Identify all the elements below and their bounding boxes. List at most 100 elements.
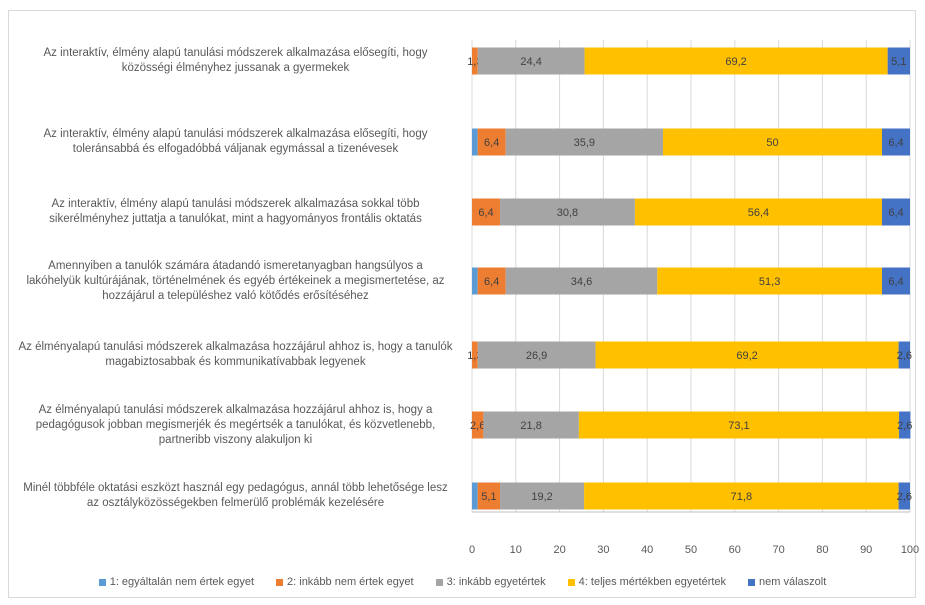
bar-segment — [472, 198, 501, 226]
x-tick-label: 90 — [860, 544, 872, 556]
category-label-line: partneribb viszony alakuljon ki — [158, 433, 313, 446]
bar-segment — [477, 341, 596, 369]
category-label-line: sikerélményhez juttatja a tanulókat, min… — [49, 213, 422, 225]
category-label: Az interaktív, élmény alapú tanulási mód… — [8, 46, 463, 76]
category-label: Minél többféle oktatási eszközt használ … — [8, 481, 463, 511]
x-tick-label: 10 — [510, 544, 522, 556]
data-label: 71,8 — [731, 491, 752, 503]
data-label: 2,6 — [897, 420, 912, 432]
bar-segment — [500, 482, 585, 510]
chart-legend: 1: egyáltalán nem értek egyet 2: inkább n… — [0, 576, 925, 588]
x-tick-label: 40 — [641, 544, 653, 556]
bar-segment — [881, 128, 910, 156]
data-label: 6,4 — [888, 207, 903, 219]
data-label: 21,8 — [520, 420, 541, 432]
bar-segment — [505, 267, 658, 295]
bar-segment — [483, 411, 579, 439]
legend-swatch — [98, 578, 106, 586]
data-label: 50 — [766, 137, 778, 149]
bar-segment — [595, 341, 899, 369]
category-label-line: közösségi élményhez jussanak a gyermekek — [121, 62, 350, 74]
bar-segment — [472, 411, 484, 439]
data-label: 56,4 — [748, 207, 769, 219]
bar-segment — [472, 341, 478, 369]
category-label: Az interaktív, élmény alapú tanulási mód… — [8, 127, 463, 157]
data-label: 35,9 — [574, 137, 595, 149]
data-label: 6,4 — [888, 137, 903, 149]
data-label: 6,4 — [484, 276, 499, 288]
bar-segment — [584, 482, 899, 510]
data-label: 5,1 — [481, 491, 496, 503]
data-label: 69,2 — [725, 56, 746, 68]
x-tick-label: 60 — [729, 544, 741, 556]
bar-segment — [500, 198, 635, 226]
bar-segment — [477, 47, 585, 75]
category-label: Az élményalapú tanulási módszerek alkalm… — [8, 403, 463, 448]
category-label-line: lakóhelyük kultúrájának, történelmének é… — [26, 274, 445, 287]
category-label-line: magabiztosabbak és kommunikatívabbak leg… — [105, 356, 366, 368]
legend-label: 3: inkább egyetértek — [446, 576, 546, 588]
data-label: 6,4 — [888, 276, 903, 288]
bar-segment — [899, 411, 911, 439]
data-label: 19,2 — [531, 491, 552, 503]
bar-segment — [477, 128, 506, 156]
legend-swatch — [567, 578, 575, 586]
category-label-line: Minél többféle oktatási eszközt használ … — [23, 482, 448, 494]
x-tick-label: 30 — [597, 544, 609, 556]
category-label-line: Az interaktív, élmény alapú tanulási mód… — [43, 47, 428, 59]
bar-segment — [578, 411, 900, 439]
bar-segment — [505, 128, 663, 156]
x-tick-label: 80 — [816, 544, 828, 556]
data-label: 2,6 — [897, 350, 912, 362]
legend-item: 4: teljes mértékben egyetértek — [567, 576, 727, 588]
bar-segment — [477, 267, 506, 295]
data-label: 73,1 — [728, 420, 749, 432]
bar-segment — [657, 267, 882, 295]
category-label: Az interaktív, élmény alapú tanulási mód… — [8, 197, 463, 227]
legend-label: 4: teljes mértékben egyetértek — [578, 576, 727, 588]
bar-segment — [472, 128, 478, 156]
data-label: 34,6 — [571, 276, 592, 288]
bar-segment — [887, 47, 910, 75]
legend-swatch — [435, 578, 443, 586]
bar-segment — [881, 267, 910, 295]
data-label: 51,3 — [759, 276, 780, 288]
data-label: 30,8 — [557, 207, 578, 219]
x-tick-label: 50 — [685, 544, 697, 556]
x-tick-label: 70 — [772, 544, 784, 556]
x-tick-label: 100 — [901, 544, 919, 556]
category-label-line: Az interaktív, élmény alapú tanulási mód… — [51, 198, 420, 210]
legend-swatch — [748, 578, 756, 586]
category-label-line: Az élményalapú tanulási módszerek alkalm… — [18, 341, 453, 353]
category-label: Az élményalapú tanulási módszerek alkalm… — [8, 340, 463, 370]
legend-label: nem válaszolt — [759, 576, 827, 588]
legend-item: nem válaszolt — [748, 576, 826, 588]
category-label-line: Az élményalapú tanulási módszerek alkalm… — [38, 403, 433, 416]
bar-segment — [472, 267, 478, 295]
data-label: 6,4 — [484, 137, 499, 149]
legend-label: 2: inkább nem értek egyet — [287, 576, 414, 588]
x-tick-label: 0 — [469, 544, 475, 556]
legend-item: 2: inkább nem értek egyet — [276, 576, 414, 588]
data-label: 24,4 — [520, 56, 541, 68]
category-label-line: hozzájárul a településhez való kötődés e… — [102, 289, 369, 302]
category-label-line: Amennyiben a tanulók számára átadandó is… — [48, 259, 423, 272]
bar-segment — [584, 47, 888, 75]
category-label-line: pedagógusok jobban megismerjék és megért… — [35, 418, 436, 431]
bar-segment — [477, 482, 501, 510]
bar-segment — [881, 198, 910, 226]
legend-item: 1: egyáltalán nem értek egyet — [98, 576, 255, 588]
bar-segment — [472, 482, 478, 510]
category-label: Amennyiben a tanulók számára átadandó is… — [8, 259, 463, 304]
legend-swatch — [276, 578, 284, 586]
data-label: 2,6 — [897, 491, 912, 503]
bar-segment — [472, 47, 478, 75]
data-label: 26,9 — [526, 350, 547, 362]
data-label: 5,1 — [891, 56, 906, 68]
bar-segment — [898, 482, 910, 510]
data-label: 2,6 — [470, 420, 485, 432]
legend-label: 1: egyáltalán nem értek egyet — [109, 576, 255, 588]
category-label-line: toleránsabbá és elfogadóbbá váljanak egy… — [72, 143, 399, 155]
data-label: 69,2 — [736, 350, 757, 362]
